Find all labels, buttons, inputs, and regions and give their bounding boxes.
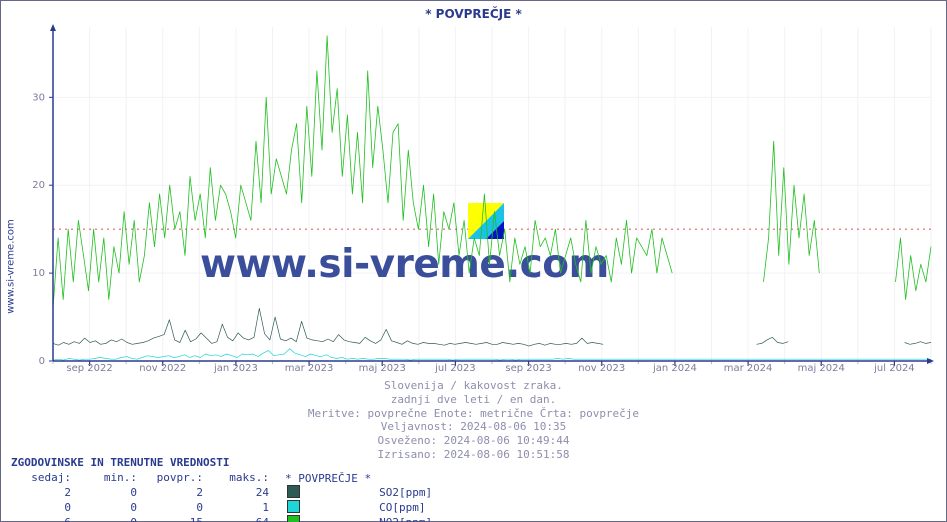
- stats-value: 0: [143, 500, 209, 515]
- stats-value: 0: [77, 485, 143, 500]
- chart-container: www.si-vreme.com * POVPREČJE * 0102030ww…: [0, 0, 947, 522]
- svg-text:www.si-vreme.com: www.si-vreme.com: [200, 242, 609, 287]
- stats-col-now: sedaj:: [11, 471, 77, 485]
- stats-value: 0: [77, 500, 143, 515]
- x-tick-label: maj 2023: [359, 363, 406, 374]
- stats-block: ZGODOVINSKE IN TRENUTNE VREDNOSTI sedaj:…: [11, 456, 433, 522]
- x-axis-labels: sep 2022 nov 2022 jan 2023 mar 2023 maj 2023…: [53, 363, 931, 377]
- stats-value: 0: [11, 500, 77, 515]
- svg-text:30: 30: [32, 92, 45, 103]
- stats-row: 601564 NO2[ppm]: [11, 515, 433, 522]
- stats-row: 0001CO[ppm]: [11, 500, 433, 515]
- x-tick-label: jul 2024: [874, 363, 915, 374]
- stats-value: 64: [209, 515, 275, 522]
- svg-text:10: 10: [32, 268, 45, 279]
- svg-text:0: 0: [39, 356, 45, 367]
- x-tick-label: sep 2022: [66, 363, 112, 374]
- stats-col-max: maks.:: [209, 471, 275, 485]
- caption-line: Veljavnost: 2024-08-06 10:35: [1, 420, 946, 434]
- x-tick-label: sep 2023: [505, 363, 551, 374]
- x-tick-label: nov 2022: [139, 363, 186, 374]
- stats-table: sedaj: min.: povpr.: maks.: * POVPREČJE …: [11, 471, 433, 522]
- stats-value: 1: [209, 500, 275, 515]
- stats-value: 15: [143, 515, 209, 522]
- x-tick-label: jan 2023: [214, 363, 258, 374]
- x-tick-label: jul 2023: [435, 363, 476, 374]
- x-tick-label: jan 2024: [653, 363, 697, 374]
- legend-label: NO2[ppm]: [375, 515, 433, 522]
- legend-label: CO[ppm]: [375, 500, 433, 515]
- stats-value: 2: [11, 485, 77, 500]
- x-tick-label: maj 2024: [798, 363, 845, 374]
- legend-label: SO2[ppm]: [375, 485, 433, 500]
- stats-title: ZGODOVINSKE IN TRENUTNE VREDNOSTI: [11, 456, 433, 469]
- stats-col-avg: povpr.:: [143, 471, 209, 485]
- stats-value: 2: [143, 485, 209, 500]
- stats-row: 20224SO2[ppm]: [11, 485, 433, 500]
- stats-avg-header: * POVPREČJE *: [275, 471, 375, 485]
- svg-text:20: 20: [32, 180, 45, 191]
- site-vertical-label: www.si-vreme.com: [6, 197, 17, 337]
- legend-swatch: [275, 485, 375, 500]
- legend-swatch: [275, 500, 375, 515]
- x-tick-label: nov 2023: [578, 363, 625, 374]
- caption-line: Meritve: povprečne Enote: metrične Črta:…: [1, 407, 946, 421]
- stats-value: 0: [77, 515, 143, 522]
- chart-plot: 0102030www.si-vreme.com: [53, 27, 931, 361]
- x-tick-label: mar 2023: [285, 363, 334, 374]
- stats-value: 6: [11, 515, 77, 522]
- chart-title: * POVPREČJE *: [1, 7, 946, 21]
- caption-line: Osveženo: 2024-08-06 10:49:44: [1, 434, 946, 448]
- caption-line: zadnji dve leti / en dan.: [1, 393, 946, 407]
- stats-value: 24: [209, 485, 275, 500]
- x-tick-label: mar 2024: [724, 363, 773, 374]
- caption-line: Slovenija / kakovost zraka.: [1, 379, 946, 393]
- caption-block: Slovenija / kakovost zraka. zadnji dve l…: [1, 379, 946, 462]
- stats-col-min: min.:: [77, 471, 143, 485]
- legend-swatch: [275, 515, 375, 522]
